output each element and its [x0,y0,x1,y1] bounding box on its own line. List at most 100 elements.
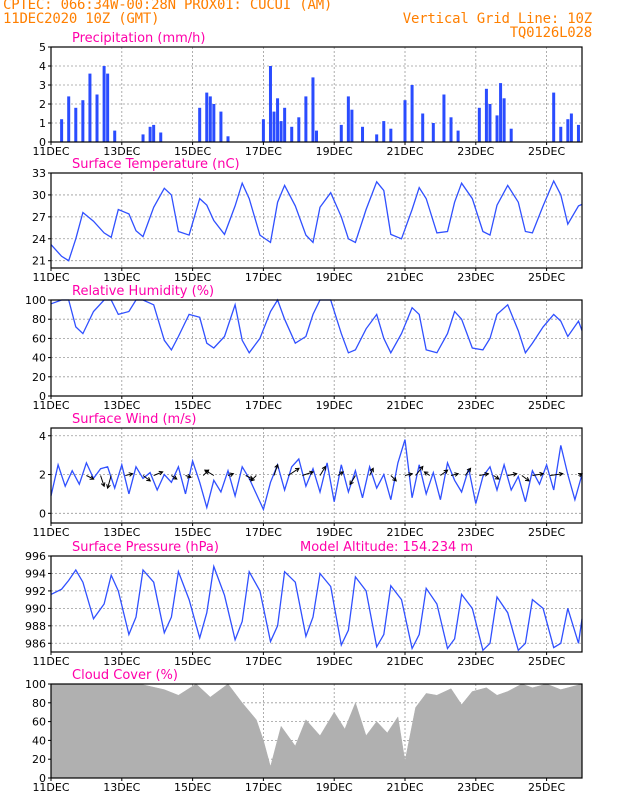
precip-bar [219,111,223,142]
precip-bar [484,88,488,142]
precip-bar [495,115,499,142]
wind-arrow-head [539,471,545,477]
precip-bar [509,128,513,142]
panel-frame [50,555,583,653]
wind-arrow-head [339,471,345,476]
wind-arrow-head [558,471,564,477]
panel-frame [50,46,583,143]
panel-title-wind: Surface Wind (m/s) [72,412,196,427]
panel-wind: 0 2 4 11DEC 13DEC 15DEC 17DEC 19DEC 21DEC 23DEC 25… [32,412,583,539]
x-tick-label: 17DEC [245,655,282,668]
wind-arrow-head [229,472,235,477]
y-tick-label: 27 [32,211,46,224]
wind-arrow-head [418,465,424,471]
y-tick-label: 40 [32,352,46,365]
y-tick-label: 996 [25,550,46,563]
panel-frame [50,683,583,779]
panel-temp: 21 24 27 30 33 11DEC 13DEC 15DEC 17DEC 19DEC 21DEC… [32,157,583,284]
x-tick-label: 19DEC [316,526,353,539]
y-tick-label: 4 [39,60,46,73]
x-tick-label: 25DEC [528,655,565,668]
y-tick-label: 0 [39,136,46,149]
wind-arrow [302,471,314,476]
precip-bar [350,109,354,142]
precip-bar [421,113,425,142]
wind-arrow [415,466,424,476]
x-tick-label: 25DEC [528,271,565,284]
x-tick-label: 11DEC [32,655,69,668]
wind-arrow [142,475,151,482]
temp-series-line [50,179,583,262]
x-tick-label: 23DEC [457,781,494,794]
precip-bar [297,117,301,142]
precip-bar [159,132,163,142]
wind-arrow [337,471,344,476]
wind-arrow [493,475,500,480]
rh-series-line [50,298,583,355]
panel-title-rh: Relative Humidity (%) [72,284,214,299]
x-tick-label: 17DEC [245,399,282,412]
panel-rh: 0 20 40 60 80 100 11DEC 13DEC 15DEC 17DEC 19DEC 21D… [25,284,583,412]
precip-bar [477,107,481,142]
y-tick-label: 100 [25,678,46,691]
wind-arrow-head [106,484,111,490]
y-tick-label: 0 [39,772,46,785]
model-altitude-label: Model Altitude: 154.234 m [300,540,473,555]
y-tick-label: 1 [39,117,46,130]
x-tick-label: 15DEC [174,399,211,412]
wind-arrow [390,475,397,482]
wind-arrow [450,473,459,476]
x-tick-label: 11DEC [32,145,69,158]
wind-arrow-head [494,475,500,480]
precip-bar [88,73,92,142]
y-tick-label: 24 [32,233,46,246]
wind-arrow [250,475,257,482]
wind-arrow-head [512,472,518,477]
panel-frame [50,427,583,524]
wind-arrow-head [369,467,374,473]
wind-arrow [125,473,133,476]
y-tick-label: 80 [32,697,46,710]
precip-bar [382,121,386,142]
x-tick-label: 11DEC [32,526,69,539]
precip-bar [552,92,556,142]
y-tick-label: 40 [32,734,46,747]
wind-arrow-head [172,475,178,480]
x-tick-label: 19DEC [316,145,353,158]
wind-arrow-head [100,482,106,488]
precip-bar [141,134,145,142]
panel-frame [50,299,583,397]
wind-arrow [107,475,112,489]
x-tick-label: 15DEC [174,271,211,284]
wind-arrow-head [203,469,209,474]
x-tick-label: 17DEC [245,526,282,539]
precip-bar [502,98,506,142]
y-tick-label: 60 [32,332,46,345]
wind-arrow-head [309,470,315,476]
panel-frame [50,172,583,269]
wind-arrow [440,469,448,476]
precip-bar [559,126,563,142]
wind-arrow [273,464,279,476]
precip-bar [205,92,209,142]
precip-bar [226,136,230,142]
wind-arrow [171,475,178,480]
x-tick-label: 23DEC [457,145,494,158]
x-tick-label: 13DEC [103,271,140,284]
wind-arrow [319,466,326,476]
wind-arrow [521,475,530,482]
precip-bar [208,96,212,142]
wind-arrow [369,468,374,476]
x-tick-label: 25DEC [528,399,565,412]
x-tick-label: 19DEC [316,781,353,794]
y-tick-label: 4 [39,430,46,443]
wind-arrow-head [250,476,255,482]
x-tick-label: 17DEC [245,271,282,284]
x-tick-label: 23DEC [457,399,494,412]
precip-bar [456,130,460,142]
precip-bar [410,85,414,142]
wind-arrow [464,467,471,476]
x-tick-label: 21DEC [386,399,423,412]
wind-arrow-head [294,467,300,473]
